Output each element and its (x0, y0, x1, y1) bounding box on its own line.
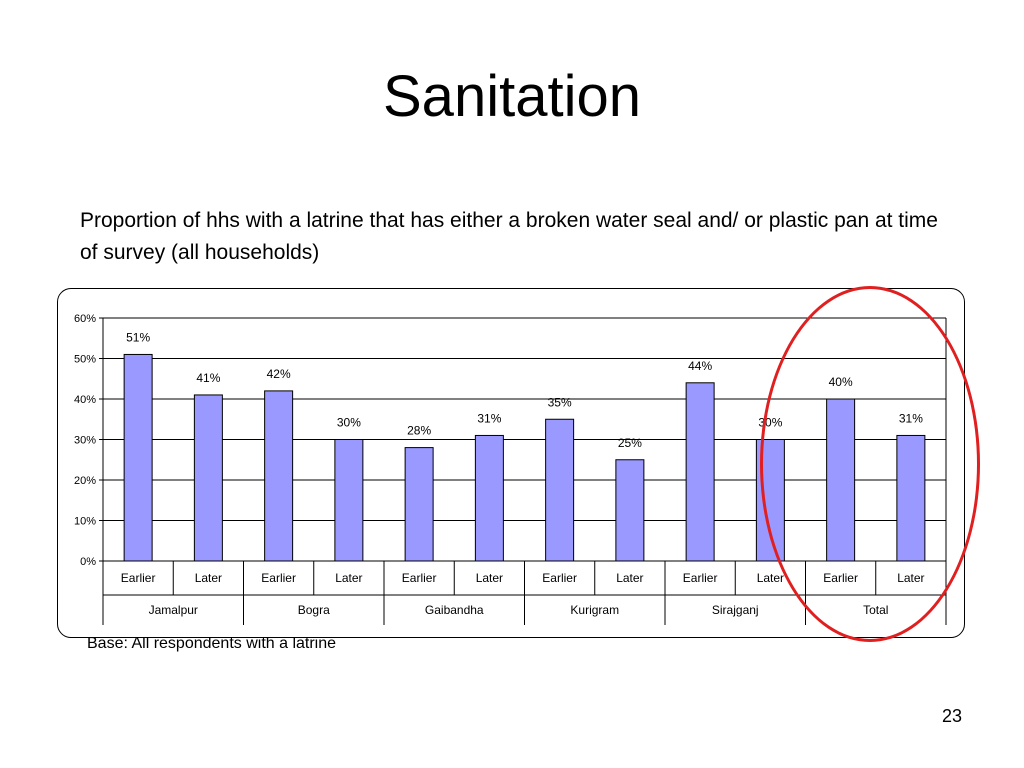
chart-subtitle: Proportion of hhs with a latrine that ha… (80, 209, 938, 264)
bar (896, 434, 926, 562)
bar (685, 382, 715, 562)
data-label: 44% (688, 359, 712, 373)
x-category-label: Later (616, 571, 643, 585)
bar (474, 434, 504, 562)
x-category-label: Later (195, 571, 222, 585)
chart-container: 0% 10% 20% 30% 40% 50% 60% 51% Earlier 41% Later 42… (57, 288, 965, 638)
x-group-label: Jamalpur (149, 603, 198, 617)
y-tick-label: 10% (74, 516, 96, 528)
data-label: 25% (618, 436, 642, 450)
x-category-label: Earlier (542, 571, 577, 585)
x-group-label: Kurigram (570, 603, 619, 617)
base-note: Base: All respondents with a latrine (87, 635, 337, 652)
bar (404, 447, 434, 562)
bar (755, 439, 785, 562)
data-label: 28% (407, 424, 431, 438)
x-category-label: Earlier (121, 571, 156, 585)
x-category-label: Earlier (261, 571, 296, 585)
x-category-label: Earlier (683, 571, 718, 585)
x-category-label: Earlier (402, 571, 437, 585)
x-group-label: Sirajganj (712, 603, 759, 617)
x-category-label: Earlier (823, 571, 858, 585)
data-label: 30% (337, 416, 361, 430)
y-tick-label: 20% (74, 475, 96, 487)
data-label: 35% (548, 395, 572, 409)
data-label: 42% (267, 367, 291, 381)
y-tick-label: 50% (74, 354, 96, 366)
y-tick-label: 0% (80, 556, 96, 568)
y-tick-label: 60% (74, 313, 96, 325)
y-tick-label: 30% (74, 435, 96, 447)
x-group-label: Bogra (298, 603, 330, 617)
bar (545, 418, 575, 562)
data-label: 41% (196, 371, 220, 385)
bar (123, 353, 153, 562)
x-category-label: Later (476, 571, 503, 585)
data-label: 31% (477, 411, 501, 425)
bar-chart: 0% 10% 20% 30% 40% 50% 60% 51% Earlier 41% Later 42… (74, 313, 947, 625)
bar (334, 439, 364, 562)
bar (264, 390, 294, 562)
x-category-label: Later (757, 571, 784, 585)
data-label: 30% (758, 416, 782, 430)
bar (615, 459, 645, 562)
x-group-label: Gaibandha (425, 603, 484, 617)
page-number: 23 (941, 706, 962, 726)
x-category-label: Later (897, 571, 924, 585)
data-label: 31% (899, 411, 923, 425)
bar (193, 394, 223, 562)
y-tick-label: 40% (74, 394, 96, 406)
slide-title: Sanitation (383, 64, 641, 129)
data-label: 40% (829, 375, 853, 389)
bar (826, 398, 856, 562)
x-category-label: Later (335, 571, 362, 585)
x-group-label: Total (863, 603, 888, 617)
data-label: 51% (126, 330, 150, 344)
